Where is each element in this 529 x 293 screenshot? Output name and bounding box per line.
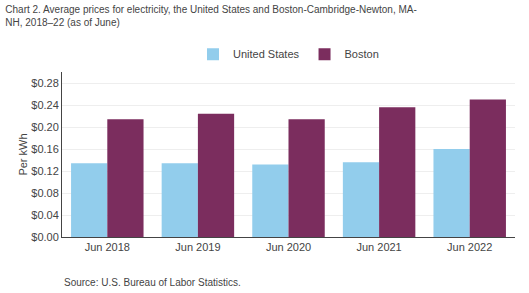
svg-text:Jun 2018: Jun 2018 <box>85 241 130 253</box>
svg-text:$0.16: $0.16 <box>31 143 59 155</box>
svg-text:$0.04: $0.04 <box>31 209 59 221</box>
svg-text:$0.20: $0.20 <box>31 121 59 133</box>
svg-text:United States: United States <box>233 48 300 60</box>
svg-text:Jun 2021: Jun 2021 <box>356 241 401 253</box>
svg-text:Jun 2020: Jun 2020 <box>266 241 311 253</box>
svg-text:Boston: Boston <box>345 48 379 60</box>
svg-text:Per kWh: Per kWh <box>17 133 29 175</box>
svg-text:$0.28: $0.28 <box>31 77 59 89</box>
svg-text:Chart 2. Average prices for el: Chart 2. Average prices for electricity,… <box>5 4 416 28</box>
svg-text:$0.12: $0.12 <box>31 165 59 177</box>
svg-text:$0.00: $0.00 <box>31 231 59 243</box>
svg-text:$0.08: $0.08 <box>31 187 59 199</box>
svg-text:Source: U.S. Bureau of Labor S: Source: U.S. Bureau of Labor Statistics. <box>64 277 241 288</box>
svg-text:$0.24: $0.24 <box>31 99 59 111</box>
svg-text:Jun 2019: Jun 2019 <box>175 241 220 253</box>
svg-text:Jun 2022: Jun 2022 <box>447 241 492 253</box>
